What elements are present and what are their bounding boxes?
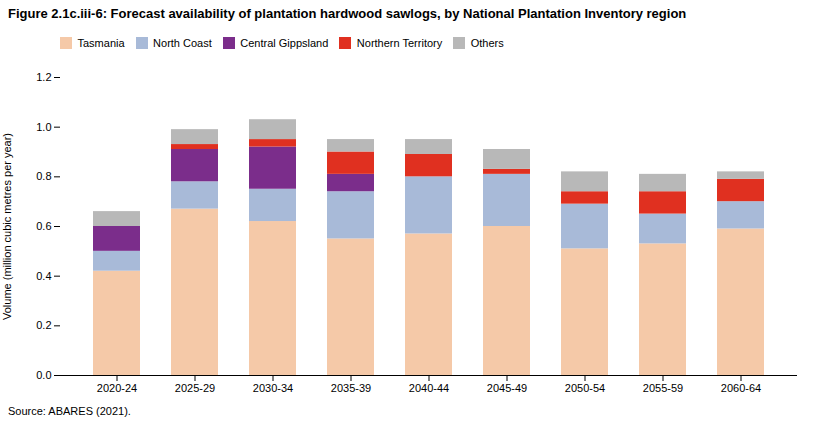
svg-text:2030-34: 2030-34 xyxy=(253,382,293,394)
html-text:Central Gippsland: Central Gippsland xyxy=(240,36,329,49)
svg-text:2045-49: 2045-49 xyxy=(487,382,527,394)
svg-text:0.6: 0.6 xyxy=(36,220,51,232)
svg-text:0.4: 0.4 xyxy=(36,269,51,281)
html-text:Others: Others xyxy=(470,36,504,49)
svg-text:2060-64: 2060-64 xyxy=(721,382,761,394)
svg-text:1.0: 1.0 xyxy=(36,120,51,132)
svg-text:2050-54: 2050-54 xyxy=(565,382,605,394)
svg-text:Volume (million cubic metres p: Volume (million cubic metres per year) xyxy=(1,133,13,320)
svg-text:2040-44: 2040-44 xyxy=(409,382,449,394)
svg-text:2025-29: 2025-29 xyxy=(175,382,215,394)
html-text:North Coast: North Coast xyxy=(153,36,212,49)
svg-text:0.8: 0.8 xyxy=(36,170,51,182)
svg-text:0.2: 0.2 xyxy=(36,319,51,331)
svg-text:2020-24: 2020-24 xyxy=(97,382,137,394)
svg-text:2055-59: 2055-59 xyxy=(643,382,683,394)
svg-text:1.2: 1.2 xyxy=(36,71,51,83)
html-text:Tasmania: Tasmania xyxy=(77,36,125,49)
svg-text:2035-39: 2035-39 xyxy=(331,382,371,394)
html-text:Figure 2.1c.iii-6: Forecast av: Figure 2.1c.iii-6: Forecast availability… xyxy=(8,6,687,21)
html-text:Northern Territory: Northern Territory xyxy=(356,36,443,49)
svg-text:0.0: 0.0 xyxy=(36,369,51,381)
html-text:Source: ABARES (2021).: Source: ABARES (2021). xyxy=(8,404,131,417)
